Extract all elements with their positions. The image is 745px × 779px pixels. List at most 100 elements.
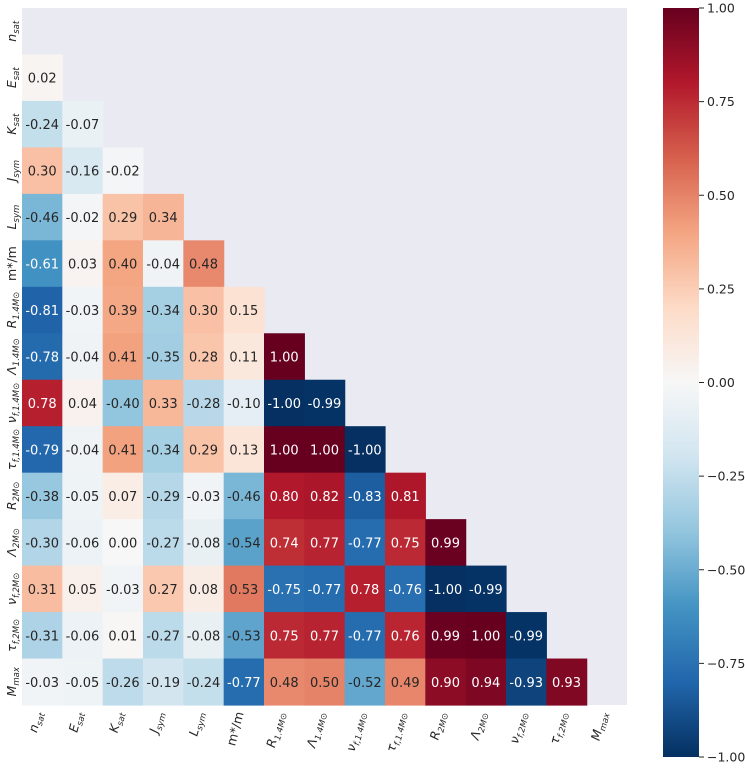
colorbar-tick-label: 0.75 [707, 94, 735, 109]
y-axis-tick-labels: nsat Esat Ksat Jsym Lsym m*/m R1.4M⊙ Λ1.4M⊙ νf,1… [4, 20, 22, 696]
heatmap-cell [22, 426, 63, 474]
heatmap-cell [143, 379, 184, 427]
cell-value-label: -0.77 [308, 583, 342, 598]
cell-value-label: 0.50 [310, 676, 339, 691]
cell-value-label: 0.74 [270, 536, 299, 551]
cell-value-label: -0.40 [106, 397, 140, 412]
heatmap-cell [183, 240, 225, 288]
heatmap-cell [143, 565, 184, 613]
heatmap-cell [183, 472, 225, 520]
heatmap-cell [102, 472, 144, 520]
heatmap-cell [62, 426, 104, 474]
heatmap-cell [62, 658, 104, 706]
heatmap-cell [264, 658, 305, 706]
heatmap-cell [22, 333, 63, 381]
cell-value-label: -0.75 [267, 583, 301, 598]
heatmap-cell [22, 379, 63, 427]
cell-value-label: -0.54 [227, 536, 261, 551]
cell-value-label: -0.83 [348, 490, 382, 505]
x-tick-label: Jsym [145, 710, 169, 738]
heatmap-cell [22, 658, 63, 706]
cell-value-label: 0.99 [431, 629, 460, 644]
heatmap-cell [344, 658, 386, 706]
colorbar-tick-label: 0.00 [707, 375, 735, 390]
heatmap-cell [385, 658, 426, 706]
cell-value-label: 0.75 [270, 629, 299, 644]
heatmap-cell [223, 472, 265, 520]
cell-value-label: 0.30 [189, 304, 218, 319]
heatmap-cell [143, 612, 184, 660]
heatmap-cell [223, 333, 265, 381]
x-tick-label: Mmax [588, 709, 613, 743]
cell-value-label: -0.27 [146, 536, 180, 551]
cell-value-label: 1.00 [310, 443, 339, 458]
cell-value-label: -0.03 [106, 583, 140, 598]
heatmap-cell [22, 519, 63, 567]
cell-value-label: -0.99 [509, 629, 543, 644]
heatmap-cell [304, 519, 346, 567]
cell-value-label: 0.07 [108, 490, 137, 505]
cell-value-label: -0.27 [146, 629, 180, 644]
heatmap-cell [465, 658, 507, 706]
cell-value-label: -0.08 [187, 536, 221, 551]
cell-value-label: 1.00 [471, 629, 500, 644]
cell-value-label: 0.29 [189, 443, 218, 458]
heatmap-cell [102, 240, 144, 288]
cell-value-label: 0.80 [270, 490, 299, 505]
cell-value-label: 0.93 [552, 676, 581, 691]
cell-value-label: -0.29 [146, 490, 180, 505]
y-tick-label: Λ2M⊙ [4, 528, 22, 557]
heatmap-cell [22, 286, 63, 334]
cell-value-label: 0.02 [28, 72, 57, 87]
heatmap-cell [304, 426, 346, 474]
y-tick-label: Lsym [4, 205, 22, 230]
heatmap-cell [143, 426, 184, 474]
y-tick-label: m*/m [4, 246, 19, 281]
x-tick-label: Λ1.4M⊙ [303, 710, 330, 751]
cell-value-label: -0.26 [106, 676, 140, 691]
cell-value-label: -0.76 [388, 583, 422, 598]
heatmap-value-labels: 0.02 -0.24 -0.07 0.30 -0.16 -0.02 -0.46 -0.02 0.… [25, 72, 581, 691]
heatmap-cell [264, 426, 305, 474]
heatmap-cell [143, 333, 184, 381]
y-tick-label: Esat [4, 67, 22, 89]
x-tick-label: Λ2M⊙ [467, 710, 492, 743]
cell-value-label: 0.30 [28, 165, 57, 180]
cell-value-label: 0.01 [108, 629, 137, 644]
y-tick-label: τf,1.4M⊙ [4, 429, 22, 470]
cell-value-label: -0.05 [66, 676, 100, 691]
colorbar-tick-label: −0.50 [707, 562, 745, 577]
cell-value-label: 0.49 [391, 676, 420, 691]
x-tick-label: Ksat [106, 709, 129, 735]
heatmap-cell [546, 658, 588, 706]
heatmap-cell [425, 612, 467, 660]
x-tick-label: νf,1.4M⊙ [343, 710, 371, 754]
cell-value-label: -0.99 [469, 583, 503, 598]
y-tick-label: νf,2M⊙ [4, 573, 22, 605]
cell-value-label: -0.93 [509, 676, 543, 691]
heatmap-cell [183, 426, 225, 474]
cell-value-label: -0.99 [308, 397, 342, 412]
heatmap-cell [264, 333, 305, 381]
heatmap-cell [62, 286, 104, 334]
heatmap-cell [22, 54, 63, 102]
cell-value-label: -0.78 [25, 351, 59, 366]
y-tick-label: R1.4M⊙ [4, 292, 22, 329]
colorbar-tick-label: 0.50 [707, 188, 735, 203]
heatmap-cell [22, 100, 63, 148]
x-tick-label: m*/m [223, 710, 247, 748]
heatmap-cell [183, 565, 225, 613]
heatmap-cell [62, 193, 104, 241]
cell-value-label: 0.94 [471, 676, 500, 691]
heatmap-cell [22, 240, 63, 288]
heatmap-cell [62, 612, 104, 660]
y-tick-label: Λ1.4M⊙ [4, 338, 22, 376]
heatmap-cell [62, 379, 104, 427]
cell-value-label: 0.77 [310, 629, 339, 644]
cell-value-label: -0.06 [66, 629, 100, 644]
cell-value-label: 0.29 [108, 211, 137, 226]
x-tick-label: νf,2M⊙ [506, 710, 532, 746]
cell-value-label: 0.27 [149, 583, 178, 598]
heatmap-cell [102, 286, 144, 334]
